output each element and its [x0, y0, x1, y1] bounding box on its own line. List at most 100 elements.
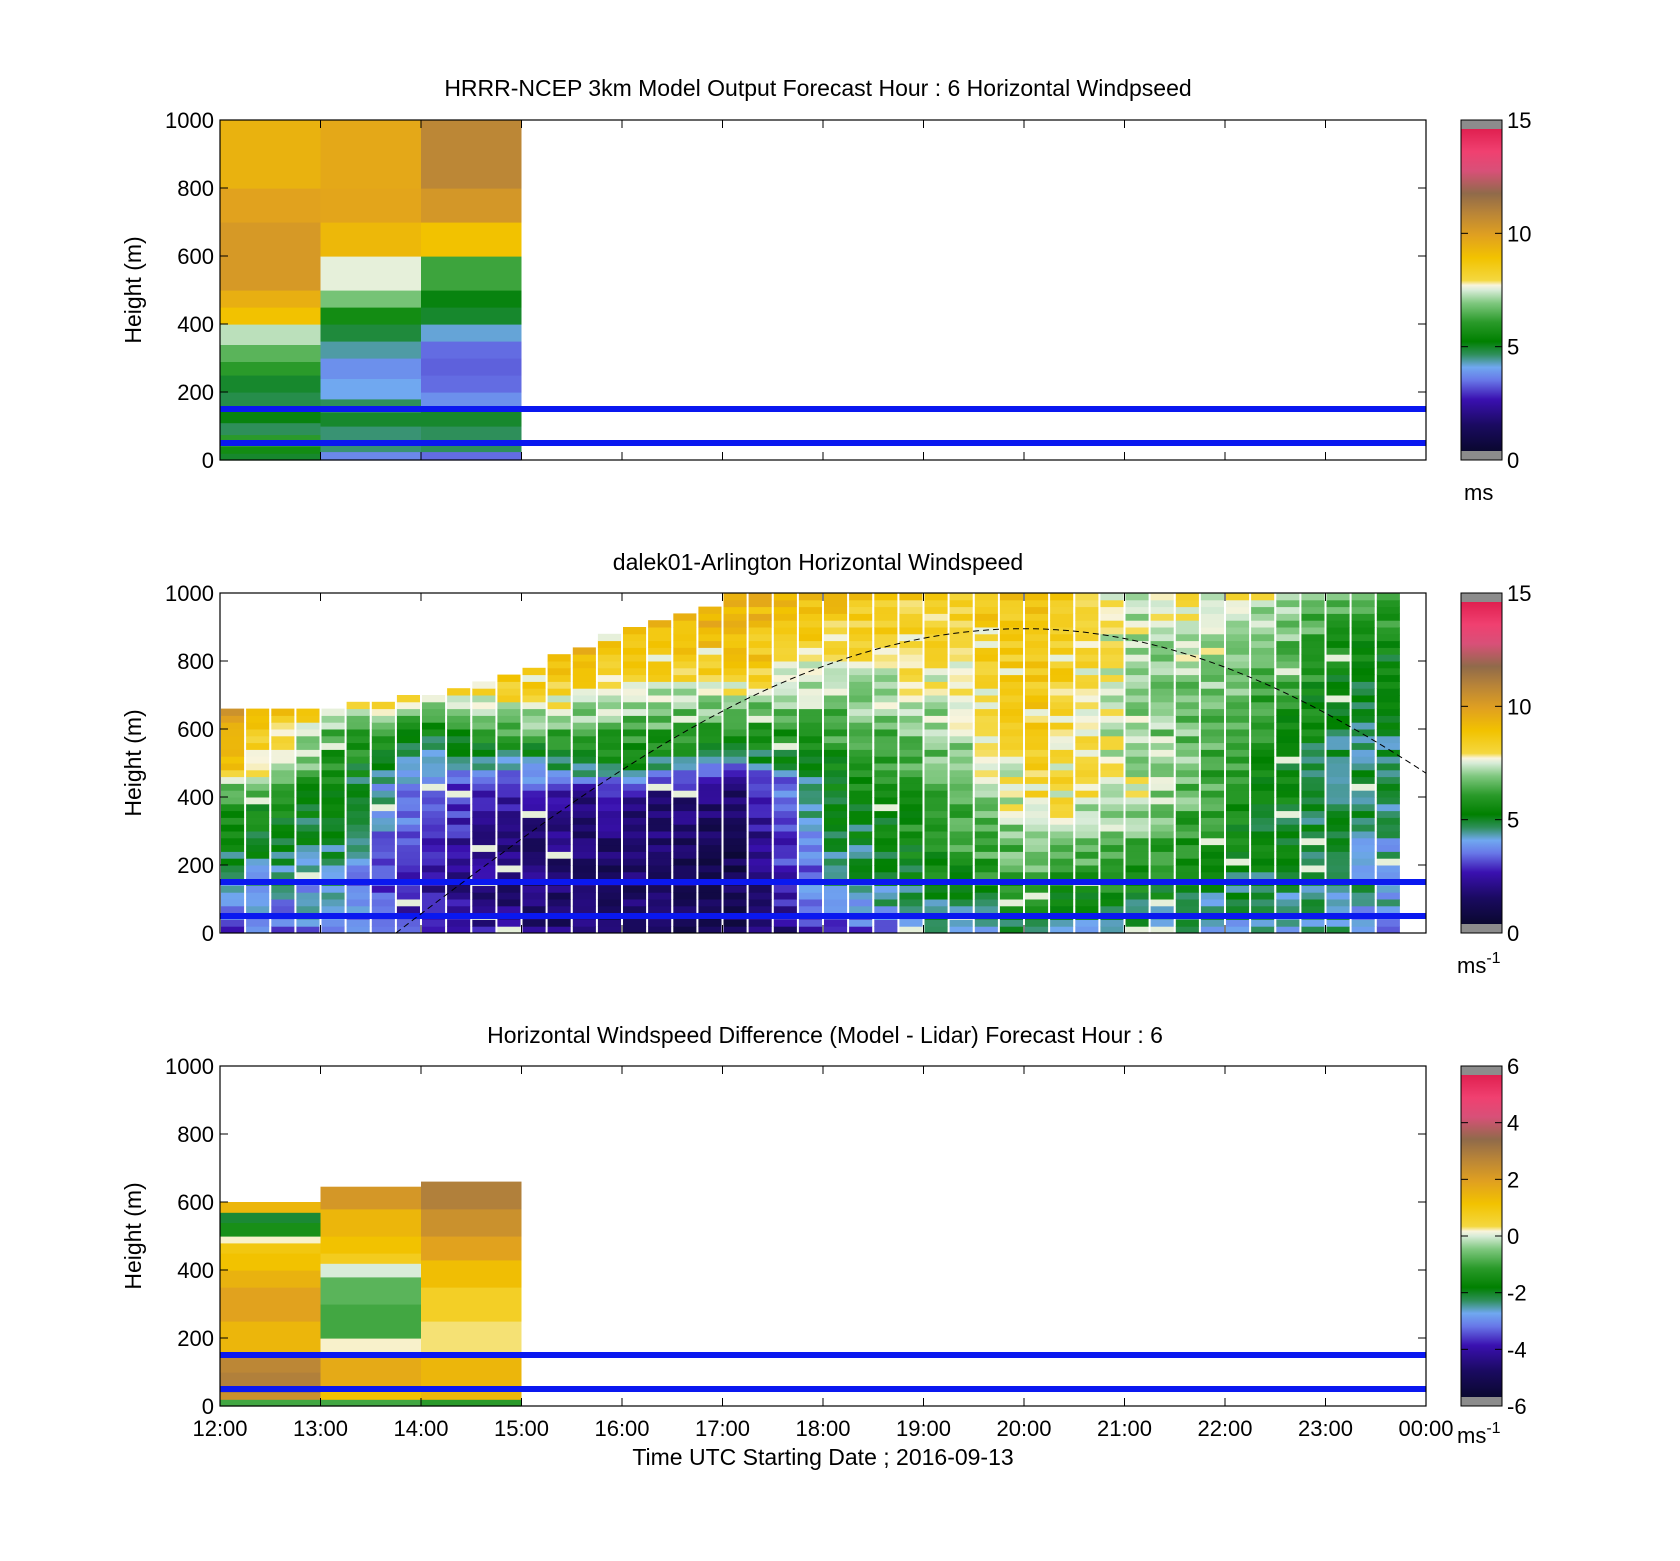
heatmap-cell: [522, 851, 546, 859]
heatmap-cell: [522, 783, 546, 791]
heatmap-cell: [1200, 919, 1224, 927]
heatmap-cell: [1050, 865, 1074, 873]
heatmap-cell: [1351, 817, 1375, 825]
heatmap-cell: [346, 837, 370, 846]
heatmap-cell: [1351, 926, 1375, 934]
heatmap-cell: [949, 926, 973, 934]
heatmap-cell: [648, 776, 672, 784]
heatmap-cell: [849, 844, 873, 852]
heatmap-cell: [522, 817, 546, 825]
heatmap-cell: [648, 681, 672, 689]
heatmap-cell: [773, 722, 797, 730]
heatmap-cell: [1326, 899, 1350, 907]
heatmap-cell: [321, 790, 345, 798]
heatmap-cell: [221, 926, 245, 934]
heatmap-cell: [271, 885, 295, 893]
heatmap-cell: [1175, 892, 1199, 900]
heatmap-cell: [1276, 892, 1300, 900]
heatmap-cell: [748, 776, 772, 784]
heatmap-cell: [949, 837, 973, 846]
heatmap-cell: [547, 742, 571, 750]
heatmap-cell: [597, 837, 621, 846]
heatmap-cell: [924, 729, 948, 737]
heatmap-cell: [296, 831, 320, 839]
y-axis-label: Height (m): [120, 236, 146, 343]
heatmap-cell: [296, 783, 320, 791]
heatmap-cell: [220, 361, 321, 376]
heatmap-cell: [1100, 790, 1124, 798]
heatmap-cell: [1050, 633, 1074, 642]
heatmap-cell: [698, 803, 722, 812]
heatmap-cell: [1376, 681, 1400, 689]
heatmap-cell: [1351, 865, 1375, 873]
heatmap-cell: [974, 783, 998, 791]
heatmap-cell: [1050, 674, 1074, 682]
heatmap-cell: [371, 783, 395, 791]
heatmap-cell: [824, 858, 848, 866]
heatmap-cell: [673, 824, 697, 832]
heatmap-cell: [1025, 715, 1049, 723]
heatmap-cell: [748, 926, 772, 934]
heatmap-cell: [648, 885, 672, 893]
heatmap-cell: [1301, 729, 1325, 737]
heatmap-cell: [1251, 667, 1275, 676]
heatmap-cell: [1326, 715, 1350, 723]
heatmap-cell: [1125, 742, 1149, 750]
heatmap-cell: [1200, 620, 1224, 628]
heatmap-cell: [1100, 695, 1124, 703]
heatmap-cell: [472, 892, 496, 900]
heatmap-cell: [1376, 708, 1400, 716]
heatmap-cell: [798, 599, 822, 608]
heatmap-cell: [1025, 606, 1049, 614]
heatmap-cell: [1326, 885, 1350, 893]
heatmap-cell: [1075, 756, 1099, 764]
heatmap-cell: [623, 735, 647, 744]
heatmap-cell: [723, 824, 747, 832]
heatmap-cell: [824, 667, 848, 676]
heatmap-cell: [1050, 606, 1074, 614]
heatmap-cell: [522, 885, 546, 893]
heatmap-cell: [949, 742, 973, 750]
heatmap-cell: [296, 810, 320, 818]
heatmap-cell: [1150, 871, 1174, 880]
heatmap-cell: [597, 885, 621, 893]
heatmap-cell: [447, 824, 471, 832]
heatmap-cell: [346, 899, 370, 907]
heatmap-cell: [824, 899, 848, 907]
heatmap-cell: [1251, 871, 1275, 880]
heatmap-cell: [1125, 681, 1149, 689]
heatmap-cell: [1200, 871, 1224, 880]
heatmap-cell: [371, 858, 395, 866]
heatmap-cell: [1175, 627, 1199, 635]
heatmap-cell: [371, 817, 395, 825]
heatmap-cell: [1125, 695, 1149, 703]
heatmap-cell: [422, 824, 446, 832]
heatmap-cell: [1226, 797, 1250, 805]
heatmap-cell: [1376, 905, 1400, 914]
heatmap-cell: [1025, 844, 1049, 852]
heatmap-cell: [597, 701, 621, 710]
heatmap-cell: [346, 715, 370, 723]
heatmap-cell: [597, 722, 621, 730]
heatmap-cell: [1125, 729, 1149, 737]
heatmap-cell: [371, 790, 395, 798]
heatmap-cell: [472, 722, 496, 730]
heatmap-cell: [371, 776, 395, 784]
heatmap-cell: [1351, 892, 1375, 900]
heatmap-cell: [1326, 613, 1350, 621]
heatmap-cell: [597, 831, 621, 839]
heatmap-cell: [999, 783, 1023, 791]
heatmap-cell: [320, 341, 421, 359]
heatmap-cell: [1376, 633, 1400, 642]
heatmap-cell: [597, 633, 621, 642]
heatmap-cell: [1125, 783, 1149, 791]
colorbar-frame: [1460, 119, 1503, 461]
heatmap-cell: [246, 899, 270, 907]
heatmap-cell: [849, 627, 873, 635]
heatmap-cell: [1200, 865, 1224, 873]
heatmap-cell: [1251, 926, 1275, 934]
heatmap-cell: [1251, 790, 1275, 798]
heatmap-cell: [1100, 620, 1124, 628]
heatmap-cell: [597, 817, 621, 825]
heatmap-cell: [1351, 701, 1375, 710]
